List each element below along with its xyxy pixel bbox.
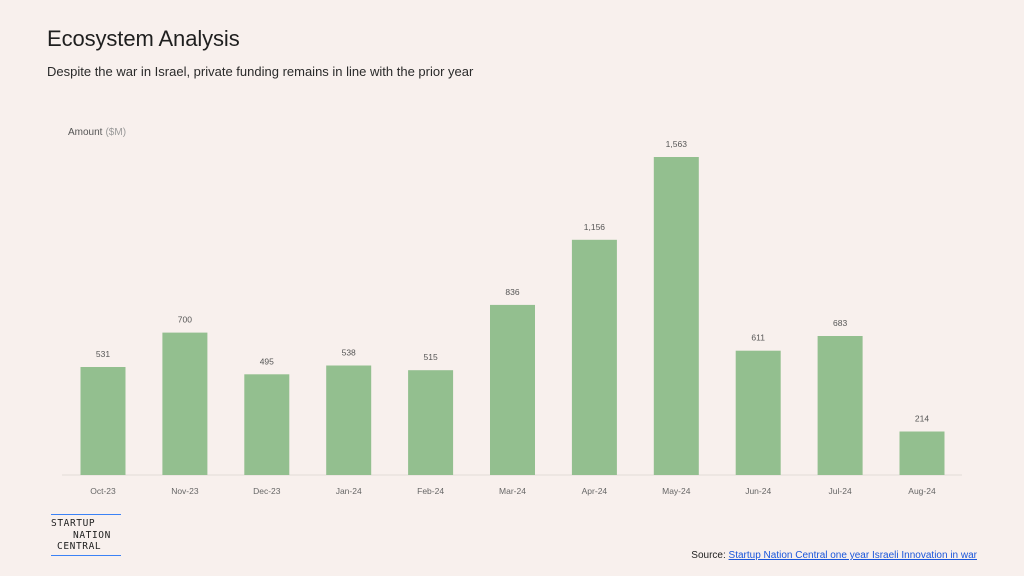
bar-jan-24 [326,365,372,475]
data-label-nov-23: 700 [178,315,192,325]
bar-aug-24 [899,431,945,475]
startup-nation-central-logo: STARTUP NATION CENTRAL [51,514,121,556]
logo-line-1: STARTUP [51,518,96,529]
data-label-may-24: 1,563 [666,139,688,149]
x-tick-dec-23: Dec-23 [253,486,281,496]
bar-apr-24 [571,239,617,475]
x-tick-jul-24: Jul-24 [829,486,852,496]
bar-dec-23 [244,374,290,475]
x-tick-nov-23: Nov-23 [171,486,199,496]
y-axis-label: Amount ($M) [68,127,126,138]
data-label-aug-24: 214 [915,414,929,424]
data-label-jun-24: 611 [751,333,765,343]
data-label-feb-24: 515 [424,352,438,362]
bar-jul-24 [817,336,863,475]
bar-jun-24 [735,350,781,475]
x-tick-jan-24: Jan-24 [336,486,362,496]
page-subtitle: Despite the war in Israel, private fundi… [47,64,474,79]
data-label-jul-24: 683 [833,318,847,328]
source-link[interactable]: Startup Nation Central one year Israeli … [728,550,977,561]
x-tick-jun-24: Jun-24 [745,486,771,496]
x-tick-aug-24: Aug-24 [908,486,936,496]
bar-may-24 [653,157,699,475]
data-label-mar-24: 836 [505,287,519,297]
bar-oct-23 [80,367,126,475]
bar-mar-24 [490,304,535,475]
data-label-jan-24: 538 [342,348,356,358]
y-axis-label-main: Amount [68,127,103,138]
bar-feb-24 [408,370,454,475]
source-prefix: Source: [691,550,729,561]
x-tick-mar-24: Mar-24 [499,486,526,496]
page-title: Ecosystem Analysis [47,26,240,51]
y-axis-label-unit: ($M) [105,127,126,138]
x-tick-may-24: May-24 [662,486,691,496]
logo-line-3: CENTRAL [57,541,102,552]
data-label-oct-23: 531 [96,349,110,359]
data-label-apr-24: 1,156 [584,222,606,232]
x-tick-apr-24: Apr-24 [582,486,608,496]
logo-line-2: NATION [73,529,111,541]
x-tick-feb-24: Feb-24 [417,486,444,496]
source-note: Source: Startup Nation Central one year … [691,550,977,561]
data-label-dec-23: 495 [260,356,274,366]
bars-group: 531 Oct-23 700 Nov-23 495 Dec-23 538 Jan-24 515 F… [80,139,945,496]
x-tick-oct-23: Oct-23 [90,486,116,496]
bar-nov-23 [162,332,208,475]
